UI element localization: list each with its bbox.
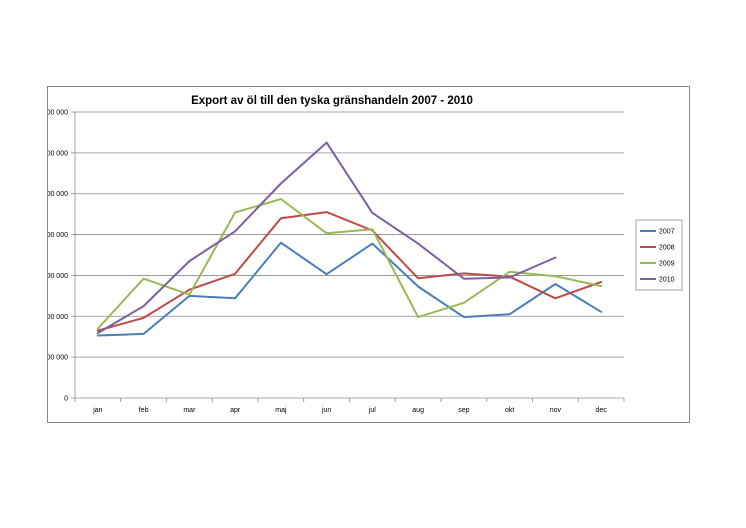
legend-label-2007: 2007 <box>659 229 675 236</box>
y-tick-label: 1 000 000 <box>48 355 68 362</box>
x-tick-label: apr <box>230 407 241 414</box>
y-tick-label: 4 000 000 <box>48 232 68 239</box>
x-tick-label: jan <box>92 407 102 414</box>
legend-label-2010: 2010 <box>659 277 675 284</box>
series-line-2007 <box>96 241 603 337</box>
y-tick-label: 2 000 000 <box>48 314 68 321</box>
x-tick-label: mar <box>183 407 196 414</box>
chart-title: Export av öl till den tyska gränshandeln… <box>191 95 473 107</box>
axis-layer: 0 1 000 000 2 000 000 3 000 000 4 000 000 5 0… <box>37 110 625 414</box>
series-line-2009 <box>96 198 603 330</box>
legend-label-2008: 2008 <box>659 245 675 252</box>
x-tick-label: feb <box>139 407 149 414</box>
legend-label-2009: 2009 <box>659 261 675 268</box>
grid-layer <box>75 111 624 358</box>
chart-frame: Export av öl till den tyska gränshandeln… <box>37 86 690 423</box>
x-tick-label: sep <box>458 407 469 414</box>
x-tick-label: jun <box>321 407 331 414</box>
x-tick-label: aug <box>412 407 424 414</box>
series-line-2008 <box>96 211 603 332</box>
legend: 2007 2008 2009 2010 <box>635 219 683 291</box>
y-tick-label: 7 000 000 <box>48 110 68 117</box>
x-tick-label: dec <box>595 407 607 414</box>
y-tick-label: 6 000 000 <box>48 150 68 157</box>
series-line-2010 <box>96 141 557 334</box>
series-layer <box>96 141 603 337</box>
y-tick-label: 3 000 000 <box>48 273 68 280</box>
line-chart: Export av öl till den tyska gränshandeln… <box>37 95 683 414</box>
x-tick-label: okt <box>505 407 514 414</box>
y-tick-label: 0 <box>64 396 68 403</box>
y-tick-label: 5 000 000 <box>48 191 68 198</box>
x-tick-label: jul <box>368 407 376 414</box>
x-tick-label: maj <box>275 407 287 414</box>
x-tick-label: nov <box>550 407 562 414</box>
